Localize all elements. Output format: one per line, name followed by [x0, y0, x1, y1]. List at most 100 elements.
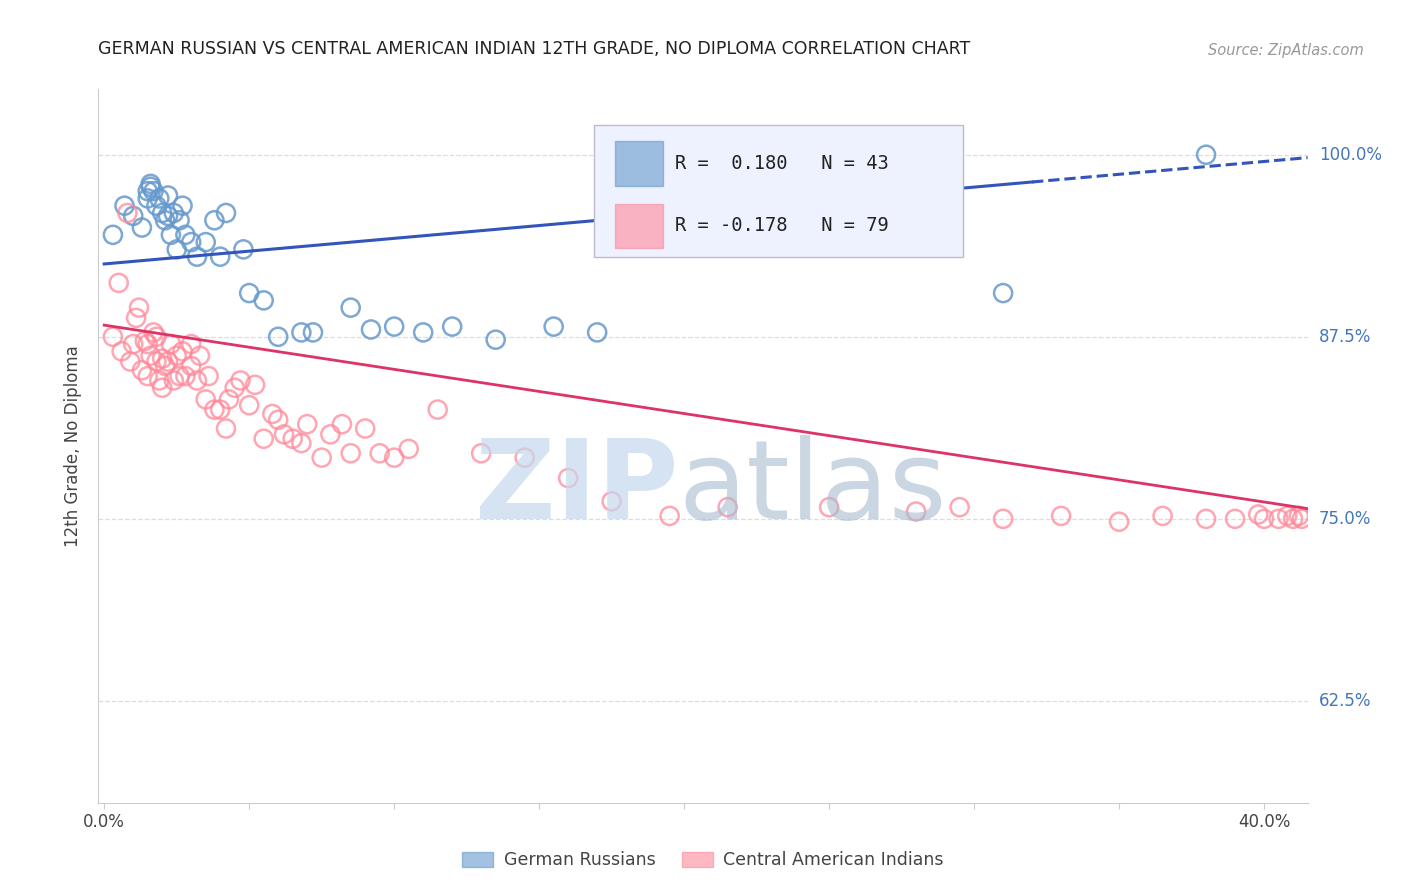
Point — [238, 398, 260, 412]
Text: Source: ZipAtlas.com: Source: ZipAtlas.com — [1208, 43, 1364, 58]
Text: ZIP: ZIP — [475, 435, 679, 542]
Point — [131, 220, 153, 235]
Point — [142, 326, 165, 340]
Text: 100.0%: 100.0% — [1319, 145, 1382, 164]
Point — [136, 184, 159, 198]
Point — [202, 213, 225, 227]
Point — [107, 276, 129, 290]
Point — [991, 512, 1014, 526]
Point — [1267, 512, 1289, 526]
Point — [120, 354, 142, 368]
Point — [188, 349, 211, 363]
Point — [218, 392, 240, 407]
Point — [180, 235, 202, 249]
Point — [160, 227, 183, 242]
Point — [114, 199, 136, 213]
Point — [339, 301, 361, 315]
Point — [368, 446, 391, 460]
Point — [398, 442, 420, 456]
Point — [148, 374, 170, 388]
Point — [174, 227, 197, 242]
Point — [131, 363, 153, 377]
Point — [818, 500, 841, 515]
Point — [156, 188, 179, 202]
Point — [150, 351, 173, 366]
Point — [267, 330, 290, 344]
Point — [1291, 512, 1313, 526]
Point — [557, 471, 579, 485]
Point — [513, 450, 536, 465]
Point — [232, 243, 254, 257]
Point — [215, 421, 238, 435]
Point — [1247, 508, 1270, 522]
Point — [148, 191, 170, 205]
Point — [156, 209, 179, 223]
Point — [122, 209, 145, 223]
Point — [1253, 512, 1275, 526]
Point — [273, 427, 295, 442]
Point — [600, 494, 623, 508]
Point — [139, 179, 162, 194]
Point — [658, 508, 681, 523]
Point — [163, 374, 186, 388]
Point — [1108, 515, 1130, 529]
Point — [295, 417, 318, 432]
Point — [186, 250, 208, 264]
Point — [145, 199, 167, 213]
Point — [160, 337, 183, 351]
Point — [253, 293, 276, 308]
Bar — [614, 141, 664, 186]
Point — [426, 402, 449, 417]
Point — [150, 206, 173, 220]
FancyBboxPatch shape — [595, 125, 963, 257]
Point — [382, 450, 405, 465]
Point — [180, 337, 202, 351]
Point — [156, 354, 179, 368]
Point — [136, 337, 159, 351]
Text: 75.0%: 75.0% — [1319, 510, 1371, 528]
Point — [991, 286, 1014, 301]
Text: 62.5%: 62.5% — [1319, 692, 1371, 710]
Point — [243, 377, 266, 392]
Point — [194, 235, 217, 249]
Bar — [614, 203, 664, 248]
Text: R =  0.180   N = 43: R = 0.180 N = 43 — [675, 154, 889, 173]
Point — [172, 199, 194, 213]
Point — [354, 421, 377, 435]
Point — [543, 319, 565, 334]
Point — [163, 206, 186, 220]
Point — [360, 322, 382, 336]
Point — [330, 417, 353, 432]
Point — [128, 301, 150, 315]
Point — [905, 504, 928, 518]
Point — [949, 500, 972, 515]
Point — [290, 326, 312, 340]
Point — [319, 427, 342, 442]
Point — [150, 381, 173, 395]
Point — [1277, 508, 1299, 523]
Point — [153, 213, 176, 227]
Point — [224, 381, 246, 395]
Point — [166, 243, 188, 257]
Point — [311, 450, 333, 465]
Point — [586, 326, 609, 340]
Point — [153, 359, 176, 373]
Point — [253, 432, 276, 446]
Point — [166, 349, 188, 363]
Point — [262, 407, 284, 421]
Point — [1223, 512, 1246, 526]
Point — [139, 177, 162, 191]
Point — [382, 319, 405, 334]
Point — [145, 354, 167, 368]
Point — [229, 374, 252, 388]
Point — [101, 330, 124, 344]
Text: GERMAN RUSSIAN VS CENTRAL AMERICAN INDIAN 12TH GRADE, NO DIPLOMA CORRELATION CHA: GERMAN RUSSIAN VS CENTRAL AMERICAN INDIA… — [98, 40, 970, 58]
Text: atlas: atlas — [679, 435, 948, 542]
Point — [215, 206, 238, 220]
Point — [174, 369, 197, 384]
Point — [180, 359, 202, 373]
Text: 87.5%: 87.5% — [1319, 327, 1371, 346]
Point — [125, 310, 148, 325]
Point — [267, 413, 290, 427]
Point — [441, 319, 464, 334]
